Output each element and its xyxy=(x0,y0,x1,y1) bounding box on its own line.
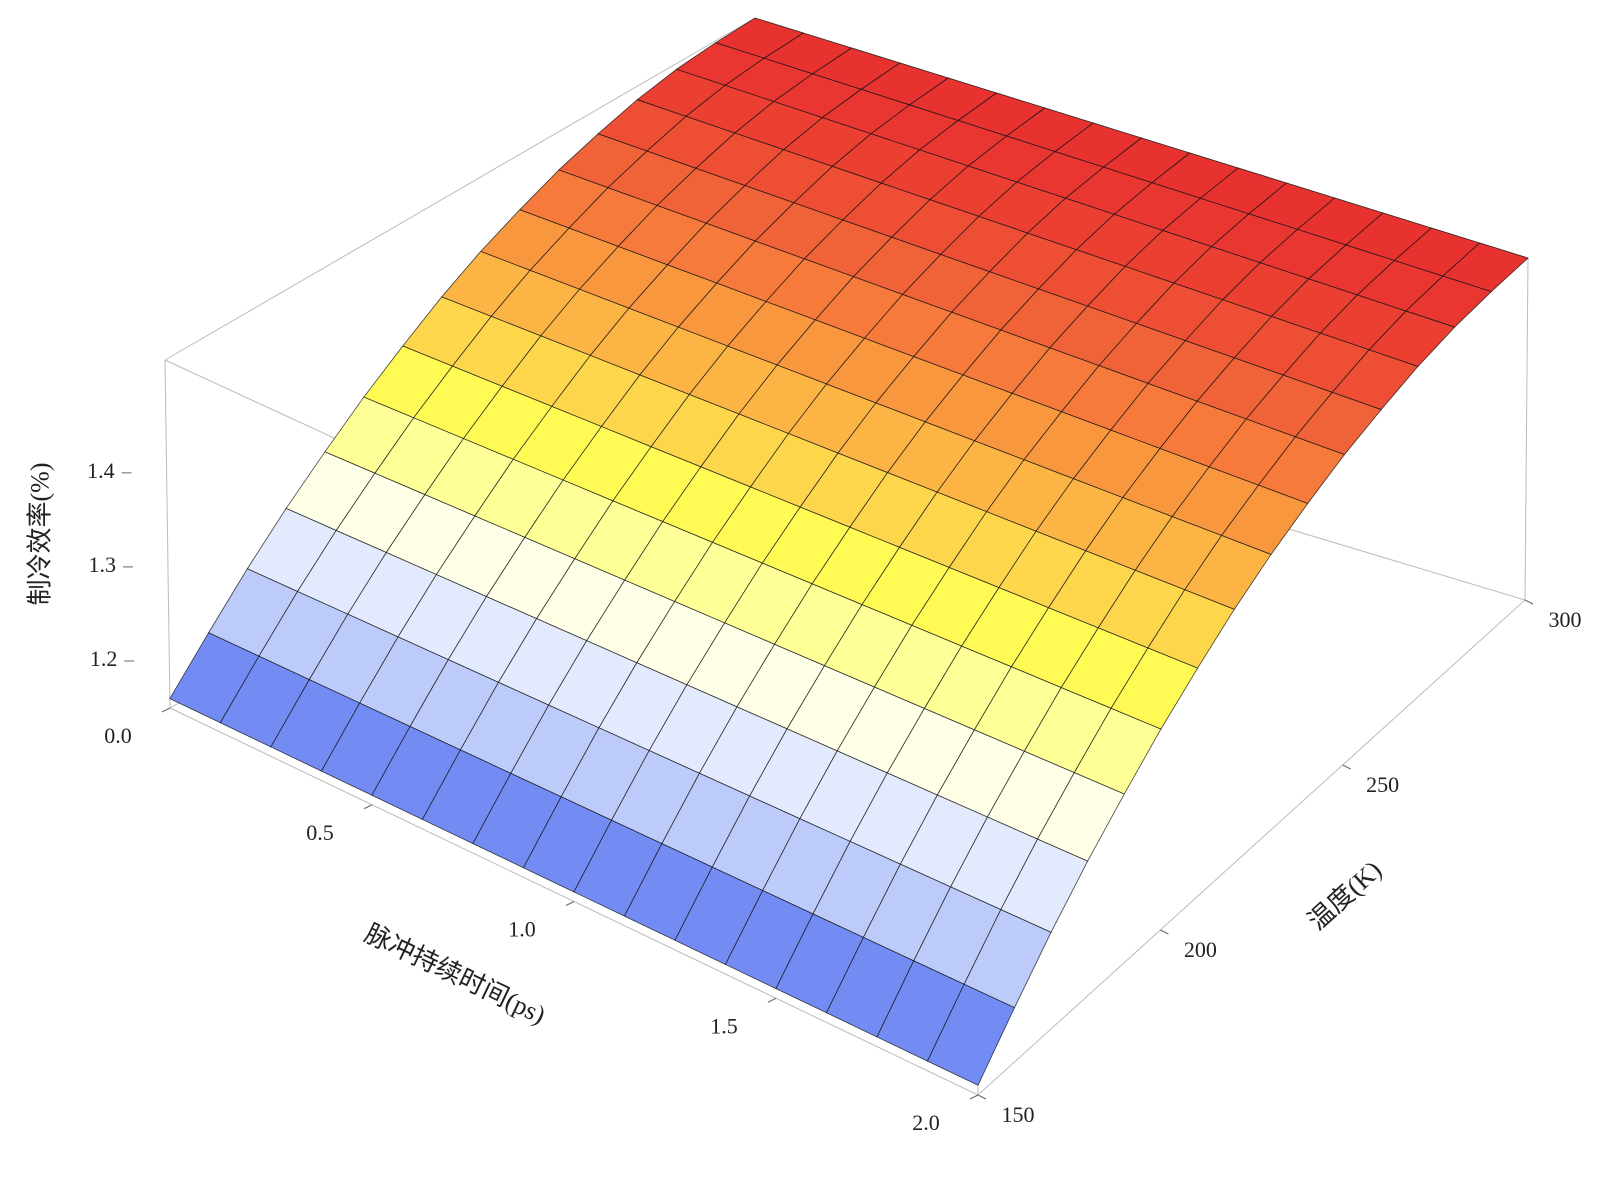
y-tick-label: 150 xyxy=(1002,1102,1035,1127)
box-edge xyxy=(977,599,1526,1096)
y-tick xyxy=(1160,929,1169,935)
x-tick-label: 0.0 xyxy=(104,723,132,748)
y-tick-label: 250 xyxy=(1366,772,1399,797)
x-tick xyxy=(565,901,575,906)
x-tick xyxy=(161,707,171,713)
x-tick xyxy=(363,804,373,810)
y-tick-label: 200 xyxy=(1184,937,1217,962)
z-axis-label: 制冷效率(%) xyxy=(25,463,54,606)
box-edge xyxy=(164,17,756,361)
x-tick-label: 1.0 xyxy=(508,917,536,942)
x-tick xyxy=(767,997,777,1003)
x-tick-label: 2.0 xyxy=(912,1110,940,1135)
y-tick xyxy=(1524,599,1534,605)
z-tick-label: 1.3 xyxy=(88,552,116,577)
surface-cell xyxy=(926,983,1016,1086)
x-tick-label: 1.5 xyxy=(710,1013,738,1038)
y-axis-label: 温度(K) xyxy=(1302,855,1387,936)
x-tick-label: 0.5 xyxy=(306,820,334,845)
y-tick xyxy=(977,1094,987,1100)
z-tick-label: 1.2 xyxy=(90,646,118,671)
box-edge xyxy=(164,359,171,709)
x-tick xyxy=(969,1094,979,1100)
box-edge xyxy=(1524,257,1529,601)
y-tick-label: 300 xyxy=(1549,607,1582,632)
y-tick xyxy=(1342,764,1351,770)
z-tick-label: 1.4 xyxy=(87,458,115,483)
